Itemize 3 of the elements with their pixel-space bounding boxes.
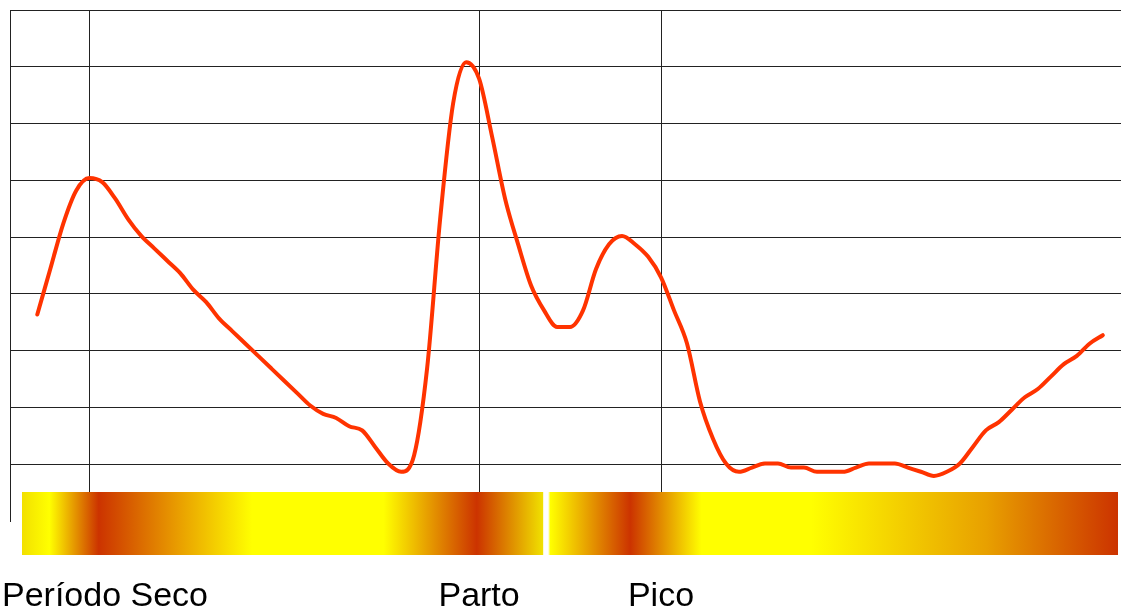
x-tick-label: Período Seco [2, 575, 209, 614]
x-tick-label: Parto [438, 575, 520, 614]
x-tick-label: Pico [627, 575, 695, 614]
